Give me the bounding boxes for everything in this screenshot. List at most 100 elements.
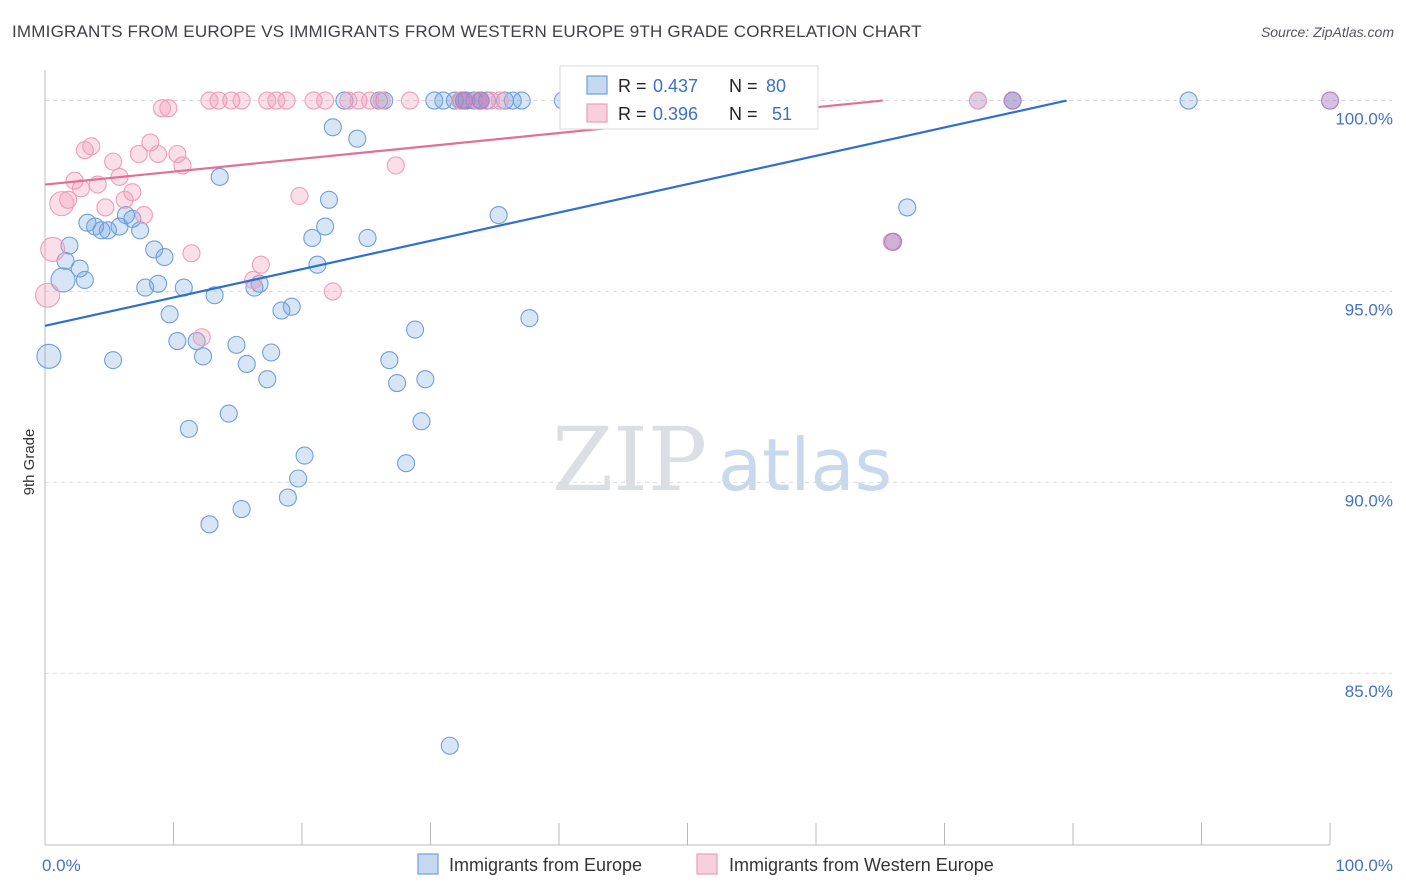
- bottom-legend: Immigrants from Europe Immigrants from W…: [417, 853, 994, 875]
- point-europe-34: [258, 370, 277, 389]
- point-western-europe-33: [290, 186, 309, 206]
- y-tick-label-1: 95.0%: [1345, 300, 1393, 319]
- point-overlap-4: [1320, 91, 1340, 110]
- point-western-europe-32: [277, 91, 296, 110]
- point-europe-76: [898, 198, 917, 217]
- legend-n-value-europe: 80: [766, 76, 786, 96]
- point-western-europe-10: [104, 152, 123, 171]
- watermark-zip: ZIP: [552, 408, 707, 511]
- x-tick-labels: 0.0% 100.0%: [42, 856, 1393, 875]
- point-europe-38: [282, 297, 301, 316]
- watermark: ZIP atlas: [552, 408, 892, 511]
- legend-r-label-western-europe: R =: [618, 104, 647, 124]
- y-axis-label: 9th Grade: [21, 429, 38, 496]
- legend-n-value-western-europe: 51: [772, 104, 792, 124]
- point-europe-20: [168, 332, 187, 351]
- point-europe-35: [262, 343, 281, 362]
- point-western-europe-31: [267, 91, 286, 110]
- point-europe-54: [406, 320, 425, 339]
- legend-n-label-western-europe: N =: [729, 104, 758, 124]
- point-europe-30: [232, 499, 251, 519]
- y-tick-labels: 100.0% 95.0% 90.0% 85.0%: [1335, 110, 1393, 702]
- point-western-europe-2: [49, 191, 75, 217]
- legend-r-value-europe: 0.437: [653, 76, 698, 96]
- point-western-europe-37: [339, 91, 358, 110]
- point-western-europe-20: [168, 144, 187, 164]
- point-overlap-3: [1003, 91, 1022, 110]
- point-europe-29: [227, 335, 246, 354]
- point-europe-79: [1179, 91, 1198, 110]
- point-europe-53: [397, 454, 416, 473]
- point-europe-46: [335, 91, 354, 110]
- point-europe-27: [210, 167, 229, 186]
- legend-r-label-europe: R =: [618, 76, 647, 96]
- point-europe-56: [416, 370, 435, 389]
- watermark-atlas: atlas: [718, 423, 892, 507]
- point-europe-5: [75, 270, 94, 290]
- point-western-europe-50: [968, 91, 987, 110]
- legend: R = 0.437 N = 80 R = 0.396 N = 51: [559, 65, 819, 130]
- point-western-europe-9: [96, 198, 115, 217]
- point-western-europe-7: [82, 137, 101, 156]
- chart-title: IMMIGRANTS FROM EUROPE VS IMMIGRANTS FRO…: [12, 22, 922, 41]
- x-tick-label-1: 100.0%: [1335, 856, 1393, 875]
- point-western-europe-1: [40, 236, 66, 262]
- point-western-europe-17: [149, 144, 168, 164]
- trend-line-europe: [44, 99, 1067, 327]
- point-europe-70: [520, 309, 539, 328]
- point-europe-40: [295, 446, 314, 465]
- point-western-europe-13: [123, 183, 142, 202]
- bottom-legend-swatch-europe: [417, 853, 439, 875]
- point-western-europe-29: [251, 255, 270, 274]
- point-overlap-1: [471, 91, 490, 110]
- point-europe-17: [149, 274, 168, 293]
- point-overlap-0: [454, 91, 473, 110]
- point-europe-43: [316, 217, 335, 236]
- point-europe-8: [92, 221, 111, 240]
- point-europe-9: [98, 221, 118, 240]
- point-europe-36: [272, 301, 291, 320]
- point-europe-31: [237, 354, 256, 374]
- legend-swatch-europe: [586, 75, 608, 95]
- point-western-europe-35: [316, 91, 335, 110]
- bottom-legend-label-western-europe: Immigrants from Western Europe: [729, 855, 994, 875]
- legend-n-label-europe: N =: [729, 76, 758, 96]
- gridlines: [45, 100, 1392, 674]
- point-europe-4: [70, 259, 89, 278]
- point-europe-14: [131, 221, 150, 240]
- point-europe-10: [104, 351, 123, 370]
- point-europe-22: [179, 419, 198, 438]
- point-western-europe-15: [134, 206, 153, 225]
- x-tick-label-0: 0.0%: [42, 856, 81, 875]
- point-europe-39: [289, 469, 308, 488]
- point-europe-45: [323, 118, 342, 137]
- point-western-europe-36: [323, 282, 342, 301]
- point-europe-28: [219, 404, 238, 423]
- point-europe-48: [358, 228, 377, 248]
- point-europe-18: [155, 248, 174, 267]
- legend-r-value-western-europe: 0.396: [653, 104, 698, 124]
- y-tick-label-3: 85.0%: [1345, 682, 1393, 701]
- point-overlap-2: [884, 232, 903, 251]
- point-western-europe-43: [451, 91, 470, 110]
- point-western-europe-3: [59, 190, 78, 209]
- point-europe-37: [278, 488, 297, 507]
- point-europe-25: [200, 515, 219, 534]
- point-western-europe-14: [129, 144, 148, 164]
- point-western-europe-42: [400, 91, 419, 110]
- point-europe-26: [205, 286, 224, 305]
- point-europe-59: [440, 736, 459, 755]
- point-western-europe-26: [222, 91, 241, 110]
- points-layer: [35, 91, 1340, 755]
- point-europe-0: [36, 343, 62, 369]
- point-western-europe-27: [232, 91, 251, 110]
- bottom-legend-swatch-western-europe: [696, 853, 718, 875]
- point-europe-55: [412, 412, 431, 431]
- point-europe-24: [194, 347, 213, 366]
- point-western-europe-19: [159, 99, 178, 118]
- point-western-europe-18: [152, 99, 171, 118]
- point-europe-1: [50, 267, 76, 293]
- y-tick-label-2: 90.0%: [1345, 491, 1393, 510]
- point-europe-19: [160, 305, 179, 324]
